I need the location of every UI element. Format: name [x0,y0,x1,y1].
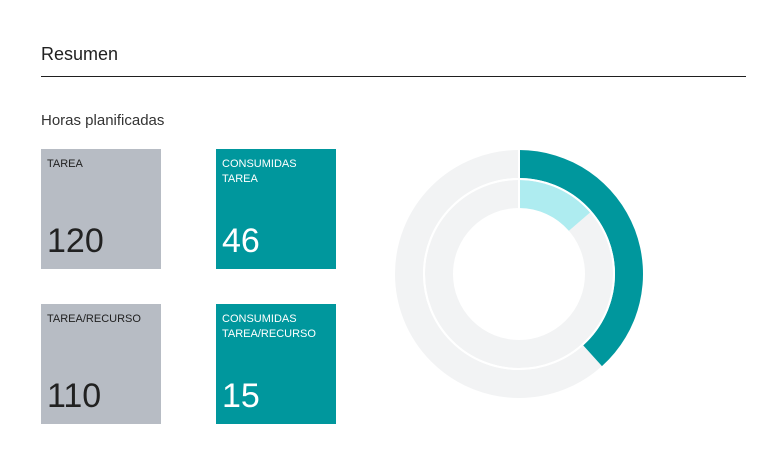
tile-label: CONSUMIDAS TAREA/RECURSO [222,313,316,340]
tile-value: 120 [47,222,104,260]
hours-donut-chart [395,149,643,398]
section-divider [41,76,746,77]
tile-tarea[interactable]: TAREA 120 [41,149,161,269]
section-title: Resumen [41,44,119,64]
tile-label: TAREA [47,158,83,170]
tile-consumidas-tarea-recurso[interactable]: CONSUMIDAS TAREA/RECURSO 15 [216,304,336,424]
inner-ring-value-arc[interactable] [519,180,591,231]
tile-value: 46 [222,222,260,260]
tile-consumidas-tarea[interactable]: CONSUMIDAS TAREA 46 [216,149,336,269]
tile-tarea-recurso[interactable]: TAREA/RECURSO 110 [41,304,161,424]
tile-label: CONSUMIDAS TAREA [222,158,297,185]
tile-label: TAREA/RECURSO [47,313,141,325]
group-title: Horas planificadas [41,112,165,129]
outer-ring-value-arc[interactable] [519,150,643,367]
tile-value: 110 [47,377,102,415]
tile-value: 15 [222,377,260,415]
